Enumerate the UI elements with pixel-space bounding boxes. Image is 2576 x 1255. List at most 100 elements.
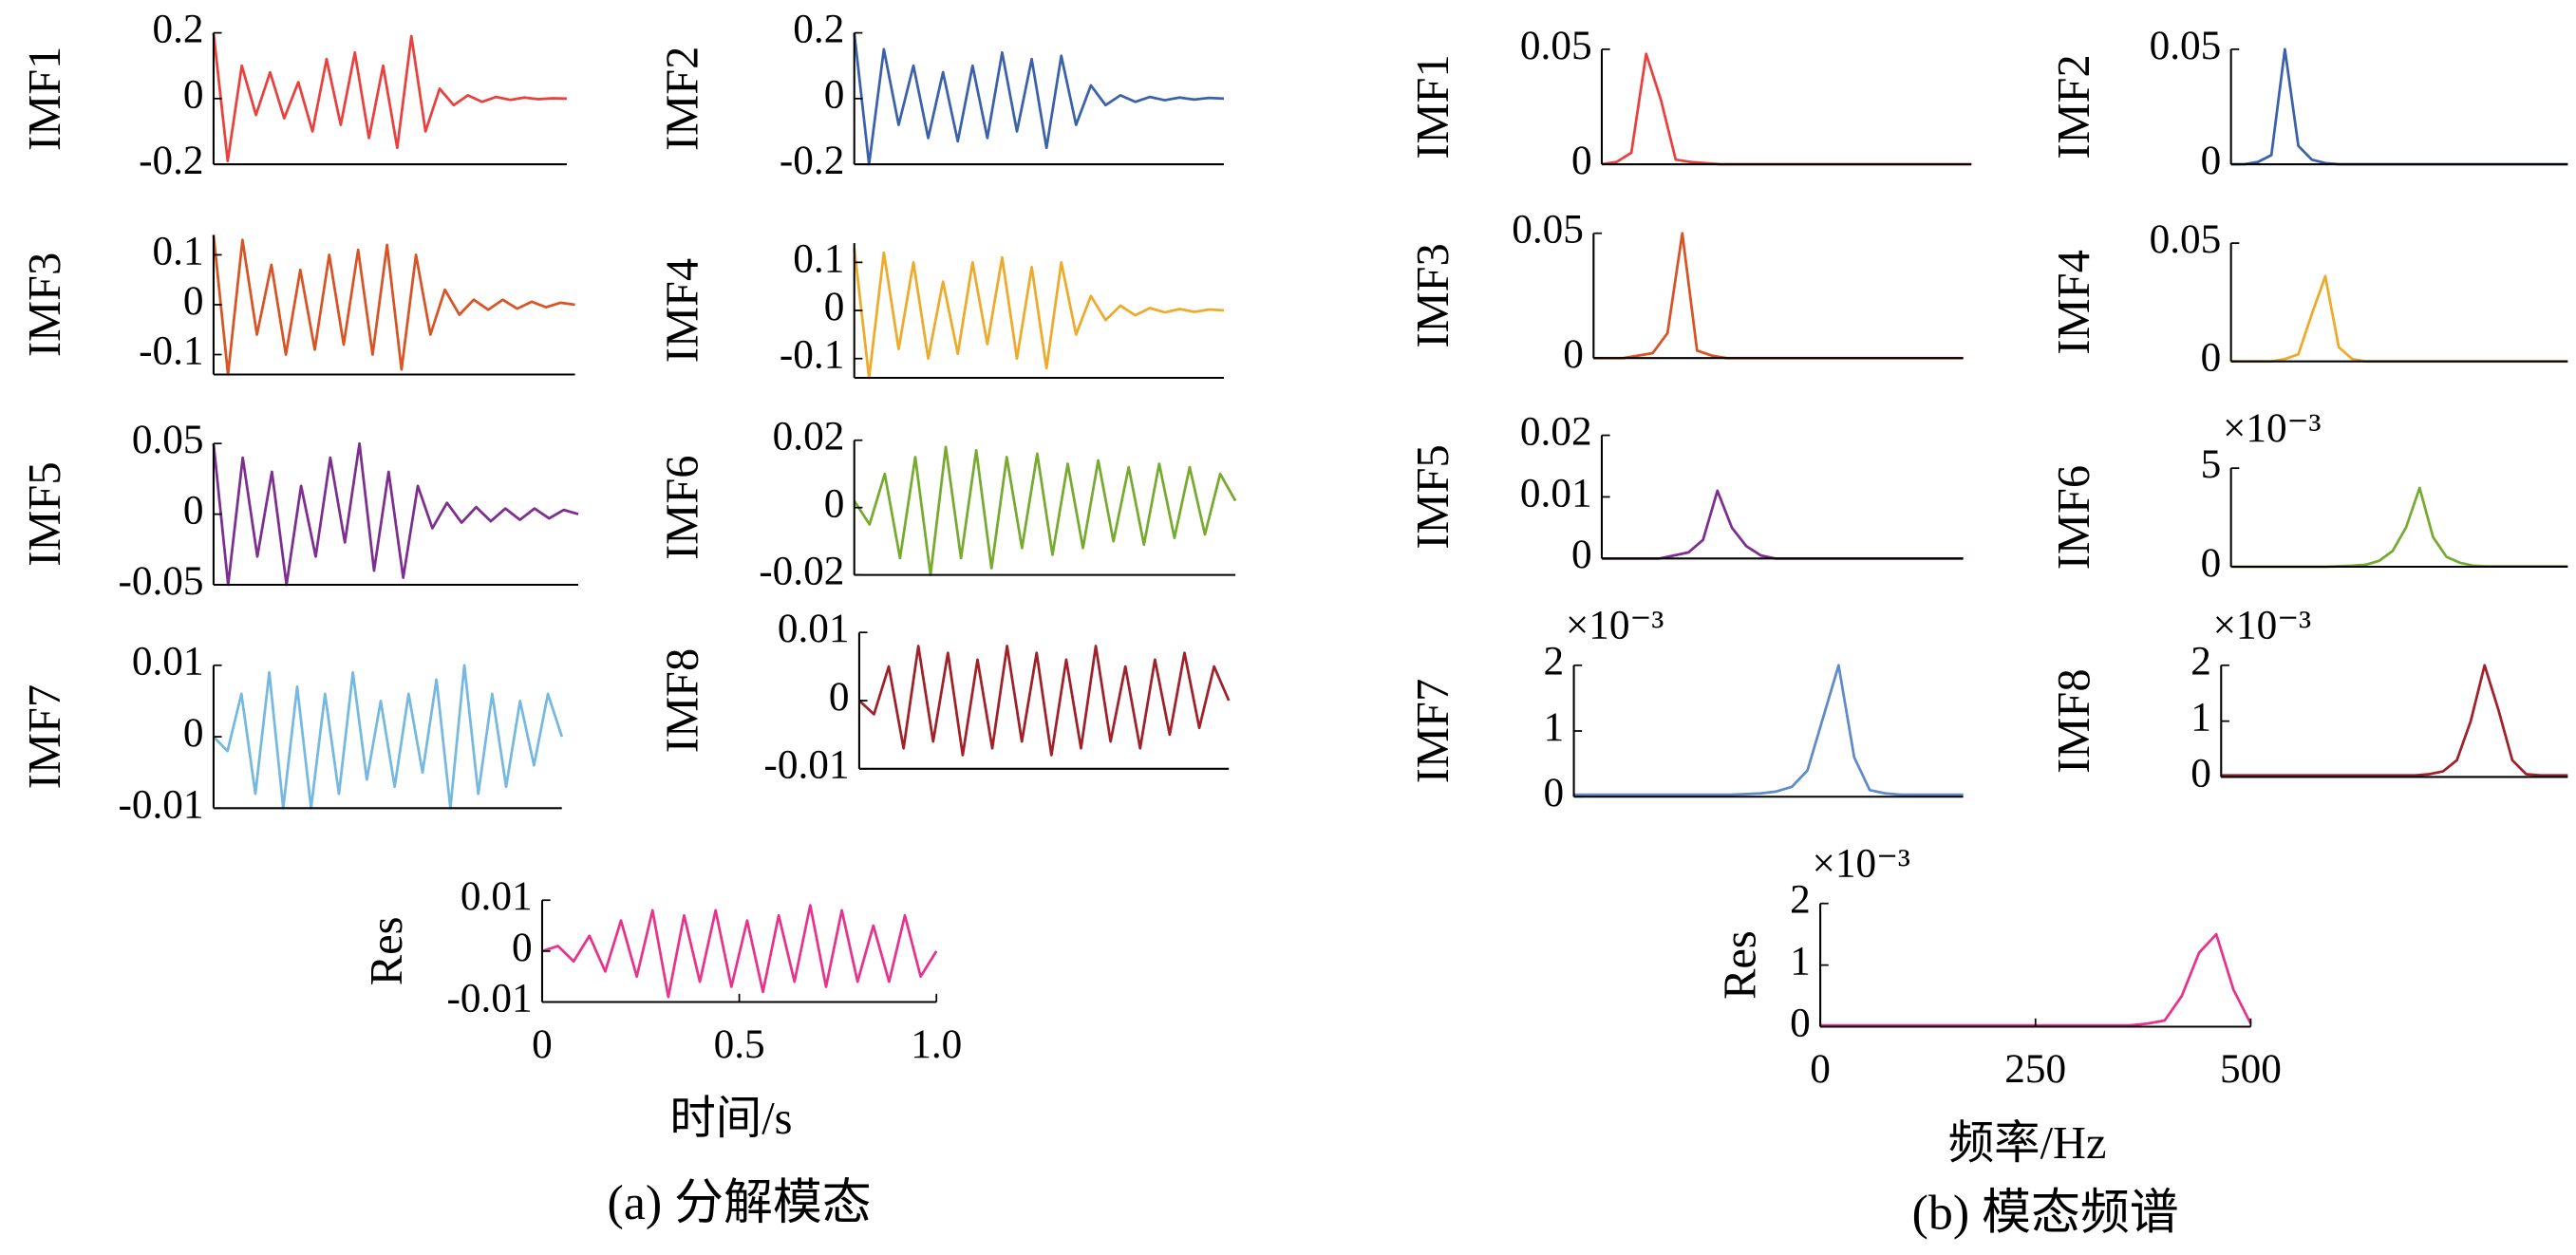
y-tick-label: 0 bbox=[1563, 331, 1584, 377]
y-tick-label: 0.05 bbox=[2150, 216, 2222, 262]
y-tick-label: 0 bbox=[2201, 540, 2222, 586]
y-multiplier: ×10⁻³ bbox=[2213, 603, 2311, 648]
y-tick-label: -0.01 bbox=[763, 742, 849, 788]
y-tick-label: 1 bbox=[2191, 695, 2211, 740]
y-tick-label: -0.01 bbox=[447, 975, 533, 1021]
signal-line bbox=[853, 248, 1225, 380]
signal-line bbox=[1820, 932, 2252, 1027]
y-axis-label: IMF1 bbox=[20, 47, 70, 151]
y-multiplier: ×10⁻³ bbox=[1812, 841, 1909, 887]
y-tick-label: 0 bbox=[183, 72, 204, 118]
signal-line bbox=[212, 664, 564, 810]
y-tick-label: 5 bbox=[2201, 441, 2222, 487]
y-axis-label: Res bbox=[362, 917, 412, 986]
y-tick-label: 0 bbox=[1790, 1000, 1811, 1045]
y-tick-label: -0.1 bbox=[780, 332, 844, 378]
y-tick-label: 0 bbox=[829, 674, 850, 720]
caption: (a) 分解模态 bbox=[608, 1176, 872, 1230]
y-tick-label: 0.05 bbox=[1520, 23, 1592, 68]
signal-line bbox=[212, 32, 567, 162]
y-tick-label: -0.1 bbox=[139, 328, 203, 373]
y-axis-label: IMF3 bbox=[20, 253, 70, 357]
y-tick-label: 0.05 bbox=[2150, 23, 2222, 68]
y-axis-label: IMF8 bbox=[2049, 668, 2099, 773]
y-axis-label: IMF4 bbox=[657, 258, 707, 363]
y-axis-label: IMF2 bbox=[2049, 54, 2099, 159]
y-axis-label: IMF5 bbox=[20, 461, 70, 566]
y-tick-label: 2 bbox=[1790, 877, 1811, 923]
y-tick-label: 2 bbox=[2191, 639, 2211, 684]
y-tick-label: 0 bbox=[512, 925, 533, 970]
x-tick-label: 250 bbox=[2004, 1046, 2066, 1092]
y-tick-label: 0 bbox=[183, 278, 204, 324]
y-axis-label: IMF6 bbox=[657, 456, 707, 560]
y-tick-label: 1 bbox=[1544, 704, 1565, 750]
y-tick-label: 0.02 bbox=[773, 414, 845, 459]
caption: (b) 模态频谱 bbox=[1912, 1186, 2179, 1240]
y-tick-label: -0.2 bbox=[780, 138, 844, 183]
y-tick-label: 0.05 bbox=[1512, 207, 1584, 253]
y-tick-label: 0.05 bbox=[132, 417, 204, 462]
y-tick-label: 0.1 bbox=[152, 228, 203, 273]
signal-line bbox=[2230, 486, 2568, 569]
signal-line bbox=[2221, 664, 2568, 777]
y-axis-label: IMF8 bbox=[657, 648, 707, 753]
x-tick-label: 0 bbox=[532, 1021, 553, 1067]
y-multiplier: ×10⁻³ bbox=[2223, 405, 2321, 451]
y-tick-label: 0 bbox=[183, 710, 204, 756]
signal-line bbox=[2230, 274, 2568, 364]
y-tick-label: 0.01 bbox=[461, 873, 533, 919]
y-tick-label: 0 bbox=[1571, 138, 1592, 183]
x-axis-label: 频率/Hz bbox=[1948, 1118, 2107, 1169]
y-axis-label: Res bbox=[1716, 930, 1766, 1000]
signal-line bbox=[853, 32, 1225, 166]
signal-line bbox=[857, 645, 1231, 757]
y-tick-label: 0 bbox=[1571, 532, 1592, 577]
x-tick-label: 0 bbox=[1810, 1046, 1831, 1092]
signal-line bbox=[1601, 52, 1972, 166]
y-axis-label: IMF5 bbox=[1408, 444, 1458, 549]
signal-line bbox=[853, 445, 1237, 577]
y-tick-label: 0.01 bbox=[778, 606, 850, 651]
y-multiplier: ×10⁻³ bbox=[1566, 603, 1664, 648]
y-tick-label: 0 bbox=[2201, 138, 2222, 183]
x-tick-label: 1.0 bbox=[911, 1021, 962, 1067]
y-tick-label: 1 bbox=[1790, 939, 1811, 984]
signal-line bbox=[212, 234, 575, 376]
y-tick-label: 0 bbox=[824, 284, 845, 329]
y-tick-label: -0.2 bbox=[139, 138, 203, 183]
y-tick-label: 0.01 bbox=[1520, 470, 1592, 515]
y-tick-label: 0 bbox=[2201, 335, 2222, 381]
y-tick-label: 0.1 bbox=[793, 235, 844, 281]
signal-line bbox=[2230, 47, 2568, 166]
y-tick-label: 0 bbox=[824, 72, 845, 118]
y-axis-label: IMF7 bbox=[1408, 679, 1458, 783]
y-axis-label: IMF3 bbox=[1408, 243, 1458, 347]
y-tick-label: 2 bbox=[1544, 639, 1565, 684]
x-tick-label: 500 bbox=[2220, 1046, 2282, 1092]
y-tick-label: 0.02 bbox=[1520, 408, 1592, 454]
y-axis-label: IMF4 bbox=[2049, 250, 2099, 354]
y-tick-label: 0 bbox=[824, 481, 845, 527]
y-axis-label: IMF7 bbox=[20, 684, 70, 789]
signal-line bbox=[1593, 232, 1964, 360]
y-tick-label: 0.01 bbox=[132, 639, 204, 684]
signal-line bbox=[1601, 489, 1964, 560]
y-tick-label: 0 bbox=[1544, 770, 1565, 815]
signal-line bbox=[212, 441, 579, 587]
y-tick-label: 0.2 bbox=[152, 7, 203, 52]
x-tick-label: 0.5 bbox=[714, 1021, 765, 1067]
signal-line bbox=[541, 904, 938, 999]
signal-line bbox=[1573, 664, 1964, 796]
y-tick-label: -0.02 bbox=[759, 549, 844, 594]
y-axis-label: IMF6 bbox=[2049, 465, 2099, 570]
y-axis-label: IMF1 bbox=[1408, 54, 1458, 159]
x-axis-label: 时间/s bbox=[669, 1094, 792, 1144]
y-tick-label: 0 bbox=[183, 488, 204, 534]
y-tick-label: 0 bbox=[2191, 750, 2211, 796]
y-tick-label: -0.05 bbox=[118, 558, 203, 604]
y-tick-label: 0.2 bbox=[793, 7, 844, 52]
y-tick-label: -0.01 bbox=[118, 781, 203, 827]
y-axis-label: IMF2 bbox=[657, 47, 707, 151]
